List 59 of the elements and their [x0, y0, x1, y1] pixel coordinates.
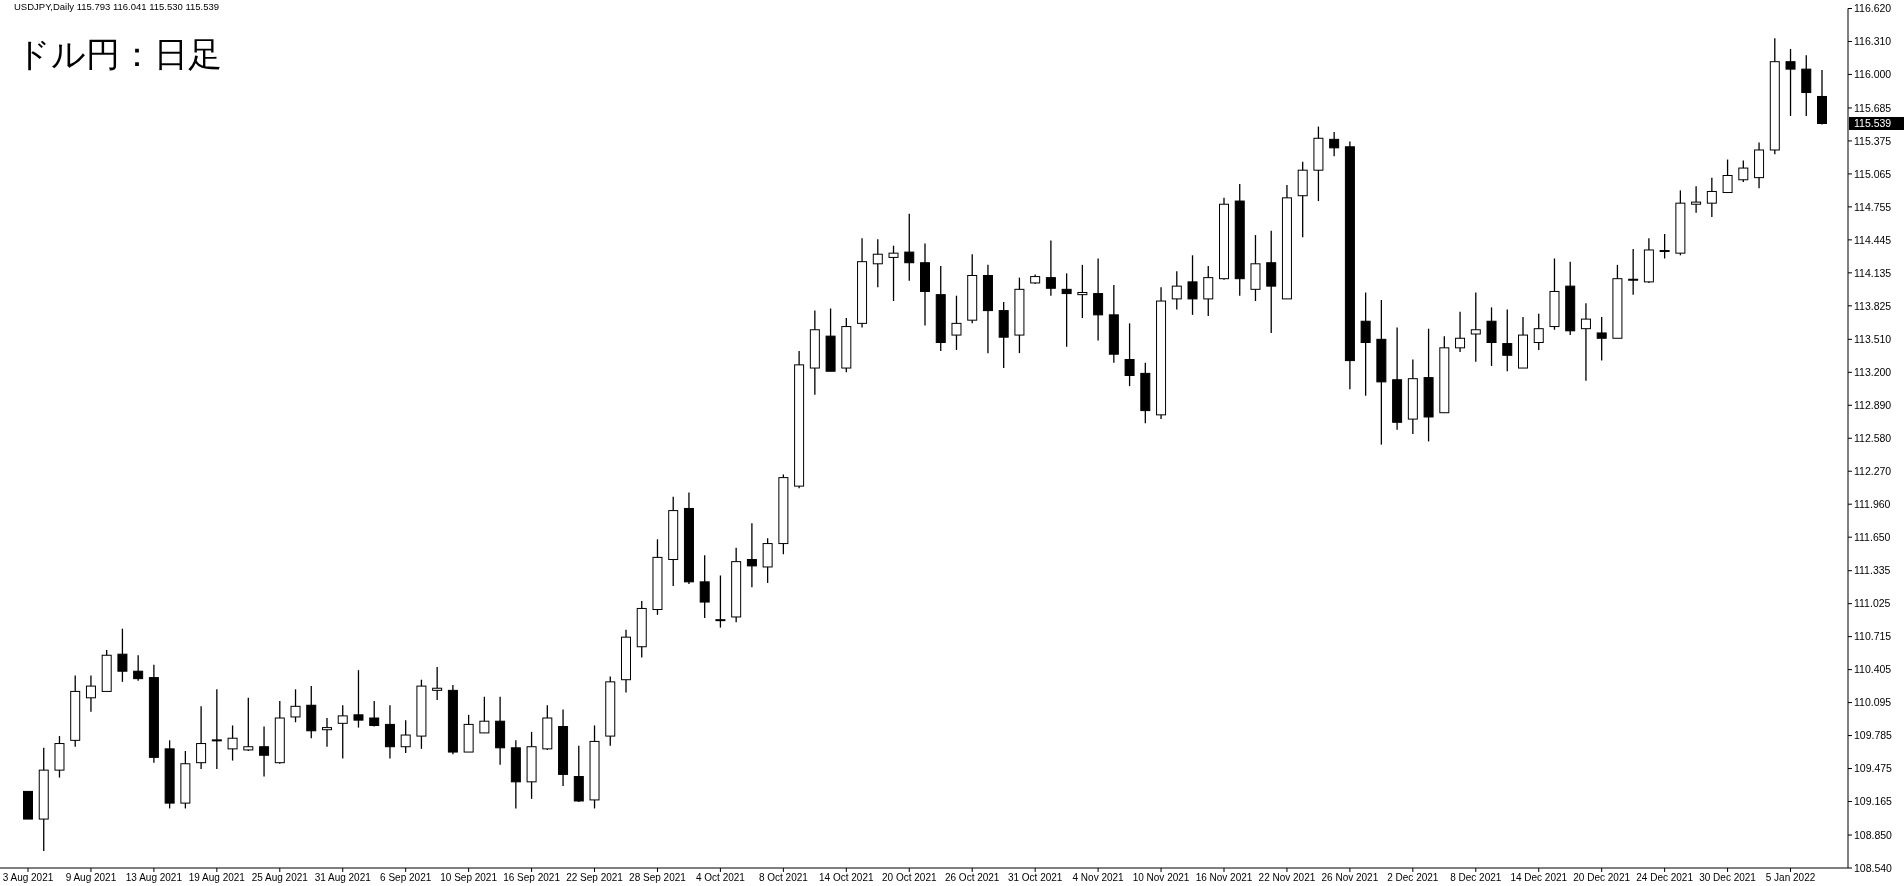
- y-tick-label: 113.825: [1854, 299, 1892, 312]
- y-tick-label: 111.025: [1854, 597, 1891, 610]
- y-tick-label: 110.095: [1854, 696, 1892, 709]
- x-tick-label: 4 Oct 2021: [695, 872, 746, 883]
- x-tick-label: 16 Nov 2021: [1195, 872, 1253, 883]
- y-tick-label: 115.375: [1854, 134, 1892, 147]
- x-tick-label: 13 Aug 2021: [125, 872, 183, 883]
- x-tick-label: 25 Aug 2021: [251, 872, 309, 883]
- x-tick-label: 2 Dec 2021: [1387, 872, 1439, 883]
- x-tick-label: 8 Dec 2021: [1450, 872, 1502, 883]
- y-tick-label: 113.200: [1854, 366, 1892, 379]
- y-tick-label: 109.165: [1854, 795, 1893, 808]
- y-tick-label: 108.540: [1854, 861, 1893, 874]
- x-tick-label: 14 Oct 2021: [819, 872, 874, 883]
- y-tick-label: 109.785: [1854, 729, 1893, 742]
- x-tick-label: 10 Nov 2021: [1132, 872, 1190, 883]
- y-tick-label: 112.890: [1854, 399, 1892, 412]
- y-tick-label: 115.065: [1854, 167, 1892, 180]
- x-tick-label: 8 Oct 2021: [758, 872, 809, 883]
- x-tick-label: 26 Nov 2021: [1321, 872, 1379, 883]
- x-tick-label: 24 Dec 2021: [1636, 872, 1694, 883]
- y-tick-label: 116.000: [1854, 68, 1892, 81]
- x-tick-label: 31 Oct 2021: [1007, 872, 1063, 883]
- y-tick-label: 111.335: [1854, 564, 1891, 577]
- y-tick-label: 111.960: [1854, 498, 1891, 510]
- x-tick-label: 10 Sep 2021: [440, 872, 498, 883]
- price-marker: 115.539: [1849, 117, 1904, 130]
- x-tick-label: 16 Sep 2021: [503, 872, 561, 883]
- y-tick-label: 108.850: [1854, 828, 1893, 841]
- x-tick-label: 20 Oct 2021: [882, 872, 937, 883]
- annotation: USDJPY,Daily 115.793 116.041 115.530 115.539: [14, 1, 220, 12]
- x-tick-label: 5 Jan 2022: [1765, 872, 1816, 883]
- x-tick-label: 14 Dec 2021: [1510, 872, 1568, 883]
- x-tick-label: 22 Nov 2021: [1258, 872, 1316, 883]
- x-tick-label: 31 Aug 2021: [314, 872, 372, 883]
- y-tick-label: 109.475: [1854, 762, 1893, 775]
- y-tick-label: 114.755: [1854, 200, 1892, 213]
- y-tick-label: 110.405: [1854, 663, 1892, 676]
- y-tick-label: 110.715: [1854, 630, 1892, 643]
- x-tick-label: 3 Aug 2021: [2, 872, 54, 883]
- x-tick-label: 28 Sep 2021: [629, 872, 687, 883]
- y-tick-label: 116.620: [1854, 2, 1892, 15]
- x-tick-label: 22 Sep 2021: [566, 872, 624, 883]
- y-tick-label: 111.650: [1854, 530, 1891, 543]
- y-tick-label: 115.685: [1854, 101, 1892, 114]
- y-tick-label: 116.310: [1854, 35, 1892, 48]
- x-tick-label: 20 Dec 2021: [1573, 872, 1631, 883]
- y-tick-label: 113.510: [1854, 333, 1892, 346]
- y-tick-label: 112.580: [1854, 432, 1892, 445]
- x-tick-label: 9 Aug 2021: [65, 872, 117, 883]
- y-tick-label: 114.135: [1854, 266, 1892, 279]
- x-tick-label: 6 Sep 2021: [380, 872, 432, 883]
- x-tick-label: 26 Oct 2021: [944, 872, 1000, 883]
- x-tick-label: 30 Dec 2021: [1699, 872, 1757, 883]
- text: ドル円：日足: [16, 35, 222, 73]
- x-tick-label: 19 Aug 2021: [188, 872, 246, 883]
- x-tick-label: 4 Nov 2021: [1072, 872, 1125, 883]
- y-tick-label: 114.445: [1854, 233, 1892, 246]
- y-tick-label: 112.270: [1854, 465, 1892, 478]
